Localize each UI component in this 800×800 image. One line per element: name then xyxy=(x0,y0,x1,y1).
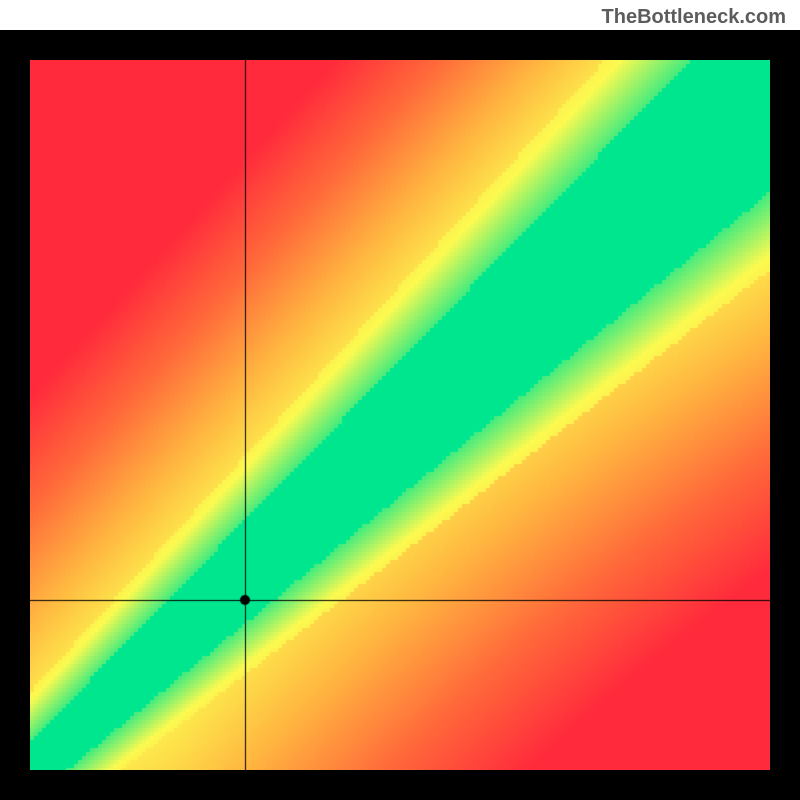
chart-frame xyxy=(0,30,800,800)
heatmap-canvas xyxy=(30,60,770,770)
chart-container: TheBottleneck.com xyxy=(0,0,800,800)
attribution-text: TheBottleneck.com xyxy=(602,6,786,29)
heatmap-plot xyxy=(30,60,770,770)
